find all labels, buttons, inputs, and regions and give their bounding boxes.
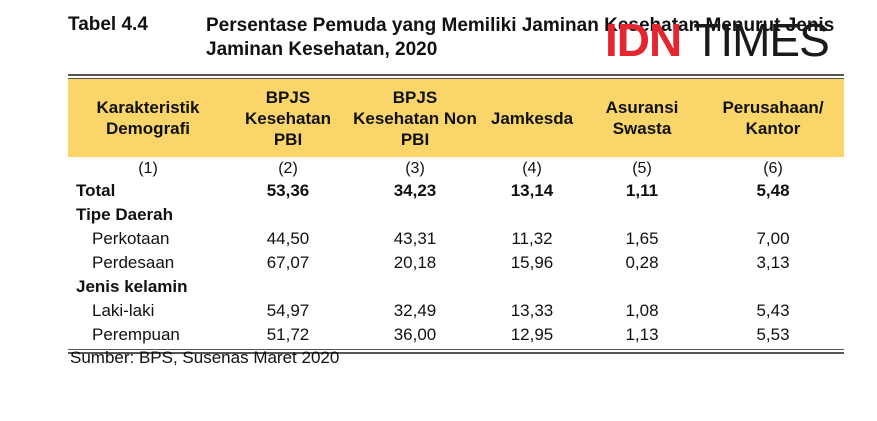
col-header-jamkesda: Jamkesda <box>482 79 582 157</box>
cell-value <box>582 203 702 227</box>
column-number: (2) <box>278 160 298 177</box>
section-label: Tipe Daerah <box>76 205 174 224</box>
cell-value: 54,97 <box>266 301 310 320</box>
cell-value: 13,33 <box>510 301 554 320</box>
cell-value: 5,43 <box>756 301 790 320</box>
cell-value: 1,08 <box>625 301 659 320</box>
cell-value: 13,14 <box>510 181 554 200</box>
bottom-rule-thin <box>68 349 844 350</box>
logo-idn: IDN <box>605 14 682 66</box>
section-label: Jenis kelamin <box>76 277 188 296</box>
cell-value <box>482 203 582 227</box>
row-label: Perkotaan <box>92 229 170 248</box>
cell-value: 7,00 <box>756 229 790 248</box>
cell-value: 5,48 <box>756 181 790 200</box>
column-number: (1) <box>138 160 158 177</box>
row-label: Total <box>76 181 116 200</box>
col-header-karakteristik: Karakteristik Demografi <box>68 79 228 157</box>
cell-value: 0,28 <box>625 253 659 272</box>
cell-value <box>702 203 844 227</box>
table-row: Perkotaan 44,50 43,31 11,32 1,65 7,00 <box>68 227 844 251</box>
table-caption: Persentase Pemuda yang Memiliki Jaminan … <box>206 15 835 60</box>
row-label: Perempuan <box>92 325 180 344</box>
cell-value <box>702 275 844 299</box>
column-number: (6) <box>763 160 783 177</box>
cell-value: 11,32 <box>511 229 553 248</box>
cell-value: 20,18 <box>393 253 437 272</box>
col-header-asuransi-swasta: Asuransi Swasta <box>582 79 702 157</box>
cell-value <box>582 275 702 299</box>
cell-value: 34,23 <box>393 181 437 200</box>
column-number: (4) <box>522 160 542 177</box>
cell-value: 51,72 <box>266 325 310 344</box>
cell-value: 53,36 <box>266 181 310 200</box>
top-rule-thin <box>68 78 844 79</box>
cell-value: 67,07 <box>266 253 310 272</box>
column-number-row: (1) (2) (3) (4) (5) (6) <box>68 157 844 179</box>
cell-value: 12,95 <box>510 325 554 344</box>
cell-value: 1,65 <box>625 229 659 248</box>
bottom-rule <box>68 352 844 354</box>
table-row: Total 53,36 34,23 13,14 1,11 5,48 <box>68 179 844 203</box>
col-header-bpjs-non-pbi: BPJS Kesehatan Non PBI <box>348 79 482 157</box>
logo-times: TIMES <box>693 14 830 66</box>
table-row: Perempuan 51,72 36,00 12,95 1,13 5,53 <box>68 323 844 347</box>
cell-value <box>348 275 482 299</box>
table-row: Laki-laki 54,97 32,49 13,33 1,08 5,43 <box>68 299 844 323</box>
cell-value <box>228 203 348 227</box>
cell-value <box>482 275 582 299</box>
cell-value: 44,50 <box>266 229 310 248</box>
table-row: Jenis kelamin <box>68 275 844 299</box>
cell-value: 1,13 <box>625 325 659 344</box>
cell-value: 43,31 <box>393 229 437 248</box>
row-label: Laki-laki <box>92 301 155 320</box>
cell-value: 15,96 <box>510 253 554 272</box>
table-number: Tabel 4.4 <box>68 14 148 35</box>
cell-value <box>228 275 348 299</box>
cell-value <box>348 203 482 227</box>
col-header-bpjs-pbi: BPJS Kesehatan PBI <box>228 79 348 157</box>
cell-value: 32,49 <box>393 301 437 320</box>
top-rule <box>68 74 844 76</box>
data-table: Karakteristik Demografi BPJS Kesehatan P… <box>68 74 844 354</box>
row-label: Perdesaan <box>92 253 175 272</box>
column-number: (3) <box>405 160 425 177</box>
cell-value: 36,00 <box>393 325 437 344</box>
col-header-perusahaan: Perusahaan/ Kantor <box>702 79 844 157</box>
table-row: Perdesaan 67,07 20,18 15,96 0,28 3,13 <box>68 251 844 275</box>
cell-value: 5,53 <box>756 325 790 344</box>
cell-value: 1,11 <box>625 181 659 200</box>
table-row: Tipe Daerah <box>68 203 844 227</box>
idn-times-logo: IDN TIMES <box>605 14 830 66</box>
column-number: (5) <box>632 160 652 177</box>
source-note: Sumber: BPS, Susenas Maret 2020 <box>70 348 340 367</box>
cell-value: 3,13 <box>756 253 790 272</box>
header-row: Karakteristik Demografi BPJS Kesehatan P… <box>68 79 844 157</box>
